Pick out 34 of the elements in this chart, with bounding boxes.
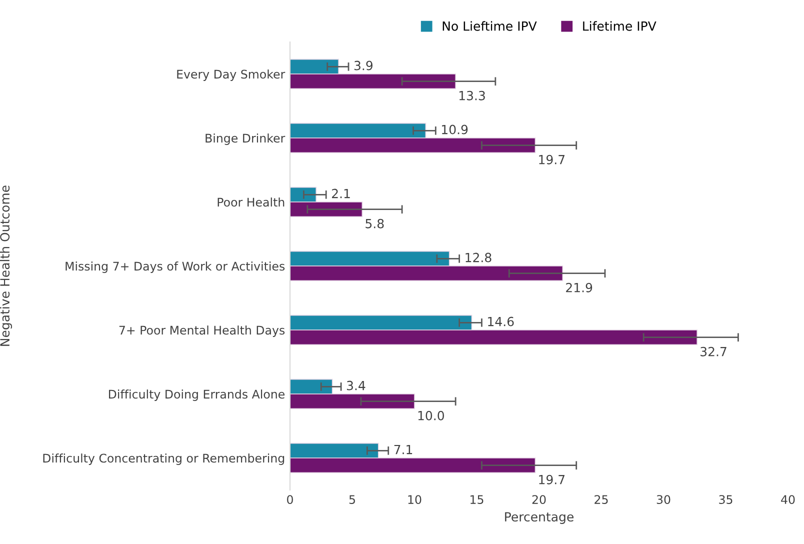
data-label: 32.7 (700, 346, 726, 356)
y-tick-label: Binge Drinker (206, 134, 286, 145)
x-tick-label: 35 (719, 495, 732, 504)
data-label: 21.9 (566, 282, 592, 292)
data-label: 3.4 (346, 380, 366, 390)
x-tick-label: 5 (349, 495, 355, 504)
x-tick-label: 20 (532, 495, 546, 504)
x-tick-label: 30 (656, 495, 670, 504)
x-tick-label: 0 (287, 495, 293, 504)
y-tick-label: Poor Health (218, 198, 284, 207)
data-label: 7.1 (394, 444, 412, 454)
y-axis-title: Negative Health Outcome (0, 186, 12, 346)
data-label: 10.0 (418, 410, 444, 420)
data-label: 10.9 (442, 124, 468, 134)
x-tick-label: 10 (408, 495, 422, 504)
x-tick-label: 25 (594, 495, 608, 504)
legend-label: Lifetime IPV (583, 21, 656, 31)
y-tick-label: Difficulty Concentrating or Remembering (43, 454, 284, 465)
legend-label: No Lieftime IPV (442, 21, 537, 31)
y-tick-label: 7+ Poor Mental Health Days (119, 326, 285, 337)
y-tick-label: Difficulty Doing Errands Alone (108, 390, 285, 401)
data-label: 13.3 (459, 90, 485, 100)
data-label: 19.7 (539, 474, 565, 484)
x-tick-label: 40 (781, 495, 795, 504)
data-label: 12.8 (466, 252, 492, 262)
y-tick-label: Every Day Smoker (177, 70, 286, 81)
x-tick-label: 15 (470, 495, 484, 504)
data-label: 14.6 (488, 316, 514, 326)
data-label: 19.7 (539, 154, 565, 164)
y-tick-label: Missing 7+ Days of Work or Activities (66, 262, 285, 273)
data-label: 2.1 (332, 188, 350, 198)
data-label: 3.9 (354, 60, 372, 70)
x-axis-title: Percentage (505, 512, 574, 524)
data-label: 5.8 (366, 218, 384, 228)
